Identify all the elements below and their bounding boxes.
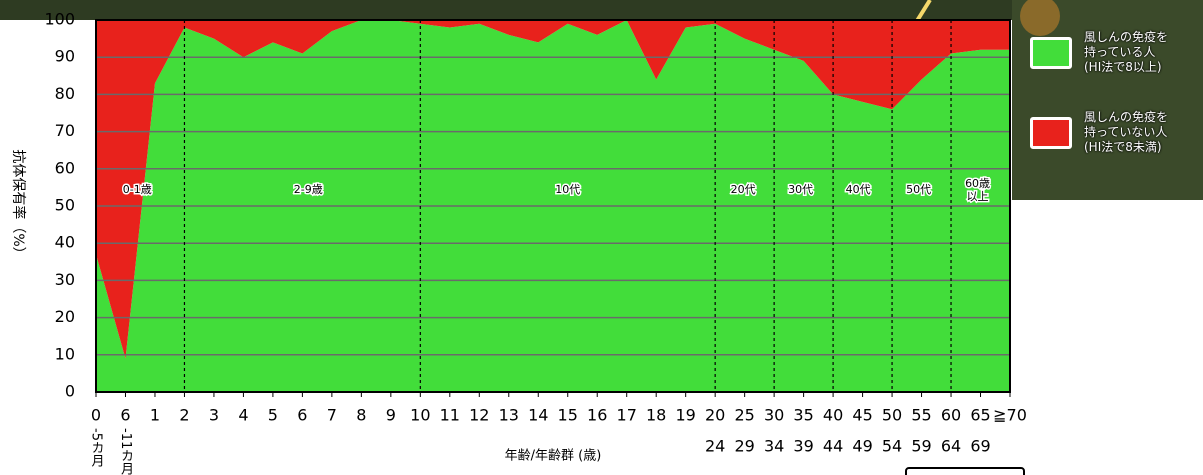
x-tick-sublabel: 34 bbox=[764, 437, 784, 456]
x-tick-label: 11 bbox=[440, 406, 460, 425]
legend-label: 風しんの免疫を 持っていない人 (HI法で8未満) bbox=[1084, 110, 1168, 155]
legend-item: 風しんの免疫を 持っている人 (HI法で8以上) bbox=[1030, 30, 1168, 75]
y-tick-label: 20 bbox=[55, 307, 75, 326]
x-tick-label: 15 bbox=[558, 406, 578, 425]
y-tick-label: 0 bbox=[65, 382, 75, 401]
x-tick-label: 40 bbox=[823, 406, 843, 425]
x-tick-sublabel: 39 bbox=[793, 437, 813, 456]
x-tick-label: 7 bbox=[327, 406, 337, 425]
legend-item: 風しんの免疫を 持っていない人 (HI法で8未満) bbox=[1030, 110, 1168, 155]
y-axis-title: 抗体保有率（%） bbox=[10, 149, 27, 260]
page: {"chart_data": {"type": "stacked-area", … bbox=[0, 0, 1203, 475]
x-tick-label: 60 bbox=[941, 406, 961, 425]
x-tick-label: 55 bbox=[911, 406, 931, 425]
age-group-label: 40代 bbox=[846, 183, 871, 196]
y-tick-label: 50 bbox=[55, 196, 75, 215]
age-group-label: 2-9歳 bbox=[294, 183, 323, 196]
x-tick-label: 30 bbox=[764, 406, 784, 425]
decor-box bbox=[906, 468, 1024, 475]
x-tick-label: 35 bbox=[793, 406, 813, 425]
x-tick-label: 17 bbox=[617, 406, 637, 425]
x-tick-label: ≧70 bbox=[993, 406, 1027, 425]
x-tick-sublabel: 69 bbox=[970, 437, 990, 456]
x-tick-label: 1 bbox=[150, 406, 160, 425]
x-tick-label: 16 bbox=[587, 406, 607, 425]
x-tick-label: 8 bbox=[356, 406, 366, 425]
x-tick-label: 19 bbox=[675, 406, 695, 425]
x-tick-label: 2 bbox=[179, 406, 189, 425]
y-tick-label: 40 bbox=[55, 233, 75, 252]
x-tick-label: 12 bbox=[469, 406, 489, 425]
y-tick-label: 80 bbox=[55, 84, 75, 103]
x-tick-sublabel: -11カ月 bbox=[118, 428, 134, 475]
y-tick-label: 30 bbox=[55, 270, 75, 289]
y-tick-label: 70 bbox=[55, 121, 75, 140]
legend-label: 風しんの免疫を 持っている人 (HI法で8以上) bbox=[1084, 30, 1168, 75]
legend-swatch bbox=[1030, 37, 1072, 69]
x-tick-label: 65 bbox=[970, 406, 990, 425]
age-group-label: 0-1歳 bbox=[123, 183, 152, 196]
x-tick-sublabel: 49 bbox=[852, 437, 872, 456]
x-tick-label: 0 bbox=[91, 406, 101, 425]
x-tick-label: 6 bbox=[120, 406, 130, 425]
x-tick-sublabel: 44 bbox=[823, 437, 843, 456]
x-tick-label: 45 bbox=[852, 406, 872, 425]
chart: 抗体保有率（%） 年齢/年齢群 (歳) 01020304050607080901… bbox=[0, 0, 1203, 475]
x-tick-sublabel: 29 bbox=[734, 437, 754, 456]
y-tick-label: 10 bbox=[55, 344, 75, 363]
x-tick-sublabel: 54 bbox=[882, 437, 902, 456]
x-tick-label: 25 bbox=[734, 406, 754, 425]
y-tick-label: 100 bbox=[44, 10, 75, 29]
age-group-label: 30代 bbox=[788, 183, 813, 196]
age-group-label: 60歳以上 bbox=[965, 177, 990, 203]
x-tick-label: 5 bbox=[268, 406, 278, 425]
x-tick-label: 50 bbox=[882, 406, 902, 425]
x-tick-sublabel: 59 bbox=[911, 437, 931, 456]
y-tick-label: 90 bbox=[55, 47, 75, 66]
age-group-label: 50代 bbox=[906, 183, 931, 196]
x-tick-sublabel: -5カ月 bbox=[89, 428, 105, 468]
x-tick-label: 9 bbox=[386, 406, 396, 425]
x-tick-sublabel: 24 bbox=[705, 437, 725, 456]
x-tick-label: 20 bbox=[705, 406, 725, 425]
y-tick-label: 60 bbox=[55, 158, 75, 177]
x-tick-sublabel: 64 bbox=[941, 437, 961, 456]
x-axis-title: 年齢/年齢群 (歳) bbox=[505, 449, 602, 464]
x-tick-label: 4 bbox=[238, 406, 248, 425]
age-group-label: 10代 bbox=[555, 183, 580, 196]
x-tick-label: 6 bbox=[297, 406, 307, 425]
x-tick-label: 13 bbox=[499, 406, 519, 425]
age-group-label: 20代 bbox=[731, 183, 756, 196]
legend: 風しんの免疫を 持っている人 (HI法で8以上) 風しんの免疫を 持っていない人 … bbox=[1030, 22, 1203, 182]
x-tick-label: 3 bbox=[209, 406, 219, 425]
legend-swatch bbox=[1030, 117, 1072, 149]
x-tick-label: 14 bbox=[528, 406, 548, 425]
x-tick-label: 10 bbox=[410, 406, 430, 425]
x-tick-label: 18 bbox=[646, 406, 666, 425]
